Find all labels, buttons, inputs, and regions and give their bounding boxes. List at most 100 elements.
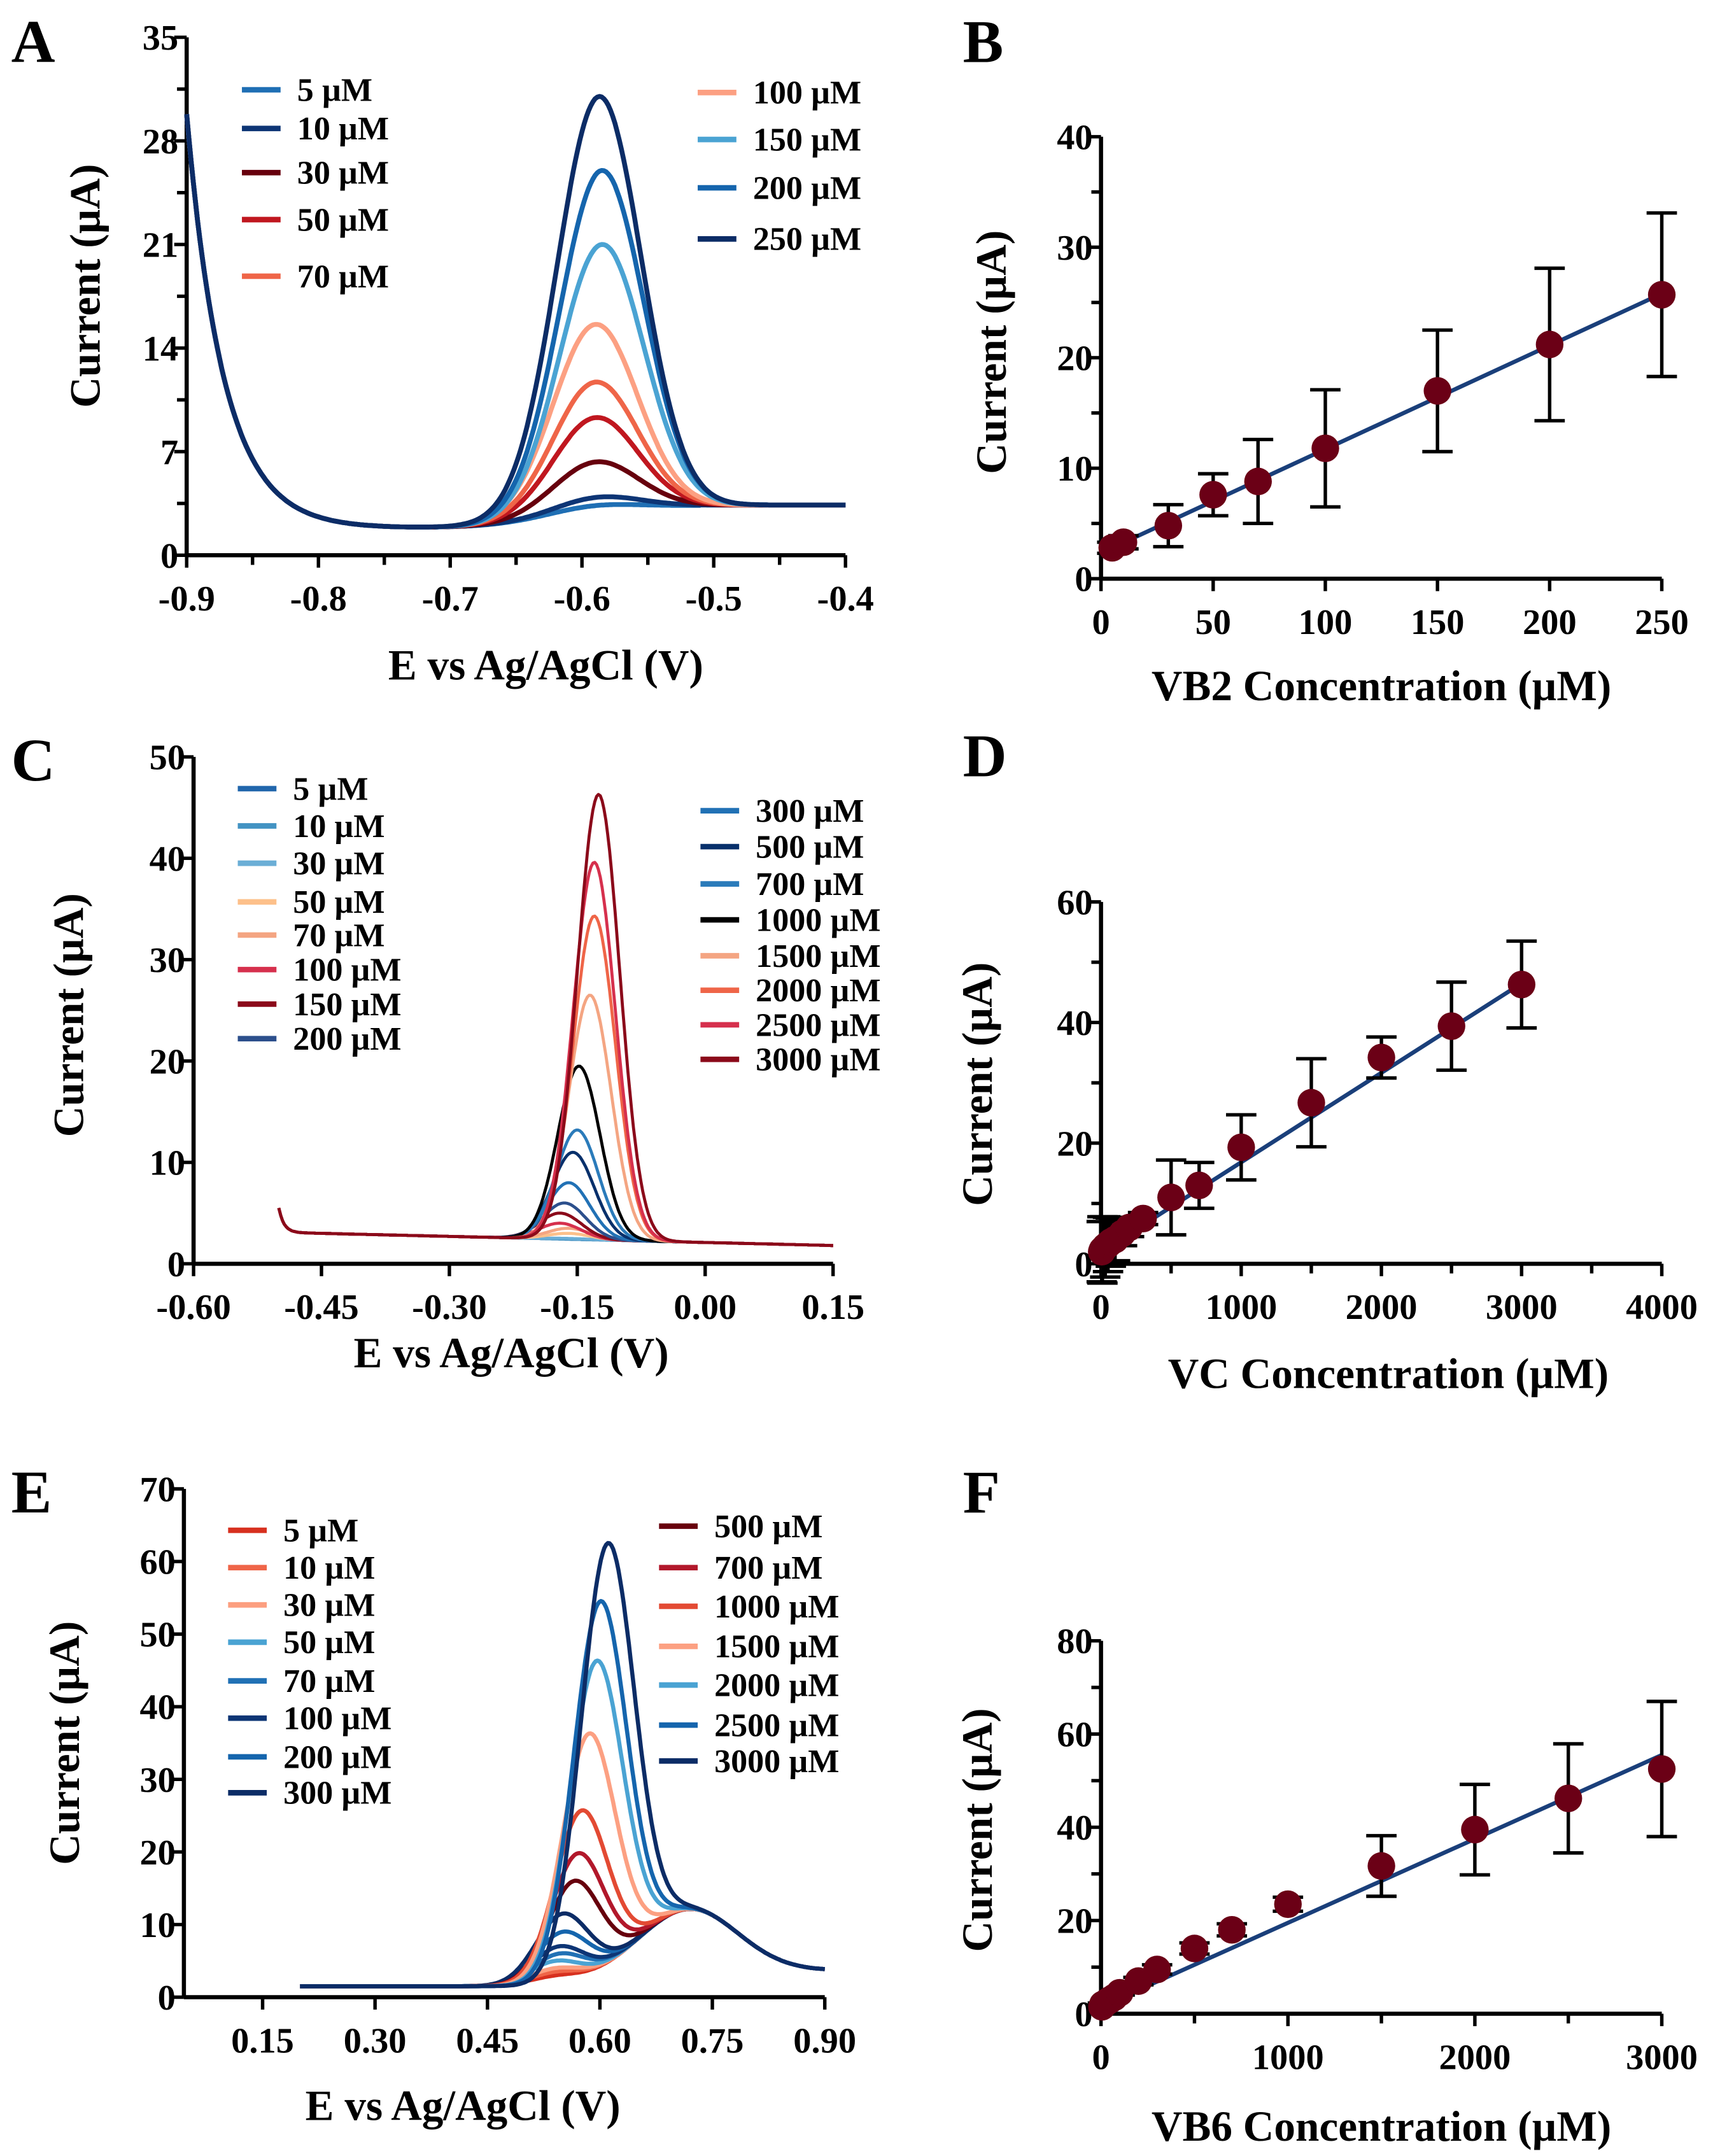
x-tick-label: 0.30 xyxy=(344,2021,407,2061)
x-tick-label: 3000 xyxy=(1486,1288,1558,1327)
x-tick-label: 0.75 xyxy=(681,2021,744,2061)
legend-label: 50 µM xyxy=(293,884,384,920)
x-tick-label: -0.4 xyxy=(817,579,874,619)
data-point xyxy=(1367,1043,1395,1071)
series-line xyxy=(277,793,833,1248)
x-tick-label: 4000 xyxy=(1626,1288,1698,1327)
legend-label: 70 µM xyxy=(297,258,389,295)
y-tick-label: 10 xyxy=(1057,449,1092,489)
legend-label: 30 µM xyxy=(283,1588,375,1624)
data-point xyxy=(1244,467,1272,496)
legend-label: 1500 µM xyxy=(756,938,880,975)
x-axis-label: VB2 Concentration (µM) xyxy=(1152,662,1611,710)
y-tick-label: 30 xyxy=(150,941,185,980)
y-tick-label: 20 xyxy=(150,1042,185,1082)
panel-E: E 0.15 0.30 0.45 0.60 0.75 0.90 0 10 20 30 40 50 60 70… xyxy=(11,1458,856,2130)
data-point xyxy=(1110,528,1138,556)
x-tick-label: 1000 xyxy=(1252,2038,1324,2077)
x-tick-label: -0.30 xyxy=(412,1288,487,1327)
x-tick-label: -0.60 xyxy=(156,1288,230,1327)
x-tick-label: 0.45 xyxy=(456,2021,519,2061)
x-tick-label: 250 xyxy=(1635,603,1689,642)
x-tick-label: -0.5 xyxy=(686,579,742,619)
y-tick-label: 10 xyxy=(139,1906,175,1945)
y-tick-label: 14 xyxy=(143,329,178,369)
y-tick-label: 50 xyxy=(139,1616,175,1655)
legend-label: 200 µM xyxy=(293,1021,401,1057)
series-line xyxy=(299,1540,826,1989)
x-tick-label: -0.7 xyxy=(422,579,479,619)
y-tick-label: 28 xyxy=(143,122,178,162)
y-tick-label: 20 xyxy=(1057,339,1092,378)
legend-label: 300 µM xyxy=(756,793,864,829)
y-tick-label: 0 xyxy=(158,1978,176,2018)
data-point xyxy=(1423,377,1451,405)
data-point xyxy=(1311,434,1339,463)
x-axis-label: E vs Ag/AgCl (V) xyxy=(306,2082,621,2130)
legend-label: 70 µM xyxy=(283,1663,375,1700)
data-point xyxy=(1297,1089,1325,1117)
y-tick-label: 30 xyxy=(139,1761,175,1800)
y-tick-label: 30 xyxy=(1057,229,1092,268)
x-tick-label: -0.8 xyxy=(290,579,347,619)
y-tick-label: 40 xyxy=(1057,1004,1092,1043)
legend-label: 30 µM xyxy=(297,155,389,192)
y-tick-label: 40 xyxy=(139,1688,175,1728)
x-tick-label: 0.00 xyxy=(673,1288,737,1327)
x-tick-label: 0 xyxy=(1092,2038,1110,2077)
legend-label: 3000 µM xyxy=(714,1744,839,1780)
data-point xyxy=(1647,281,1676,309)
x-tick-label: -0.9 xyxy=(159,579,215,619)
x-axis-label: VB6 Concentration (µM) xyxy=(1152,2103,1611,2150)
legend-label: 100 µM xyxy=(753,75,861,111)
x-tick-label: 50 xyxy=(1195,603,1231,642)
panel-letter: A xyxy=(11,8,55,76)
y-tick-label: 0 xyxy=(167,1245,185,1285)
data-point xyxy=(1227,1133,1255,1162)
y-axis-label: Current (µA) xyxy=(41,1621,88,1865)
legend-label: 50 µM xyxy=(297,202,389,238)
y-tick-label: 60 xyxy=(1057,883,1092,922)
legend-label: 2000 µM xyxy=(756,973,880,1009)
x-axis-label: E vs Ag/AgCl (V) xyxy=(354,1329,669,1377)
data-point xyxy=(1129,1204,1157,1232)
legend-label: 2000 µM xyxy=(714,1667,839,1703)
legend-label: 10 µM xyxy=(293,808,384,845)
x-tick-label: -0.45 xyxy=(284,1288,359,1327)
series-line xyxy=(184,94,846,530)
y-tick-label: 10 xyxy=(150,1144,185,1183)
data-point xyxy=(1274,1890,1302,1919)
panel-C: C -0.60 -0.45 -0.30 -0.15 0.00 0.15 0 10 20 30 40 50… xyxy=(11,726,881,1377)
y-tick-label: 80 xyxy=(1057,1622,1092,1661)
data-point xyxy=(1554,1784,1583,1812)
panel-letter: E xyxy=(11,1458,52,1526)
x-tick-label: 0.15 xyxy=(801,1288,864,1327)
panel-letter: B xyxy=(963,8,1004,76)
legend-label: 10 µM xyxy=(283,1550,375,1586)
x-tick-label: 2000 xyxy=(1346,1288,1418,1327)
legend-label: 1000 µM xyxy=(714,1589,839,1625)
y-tick-label: 35 xyxy=(143,18,178,58)
legend-label: 100 µM xyxy=(293,952,401,989)
x-tick-label: 0 xyxy=(1092,603,1110,642)
x-tick-label: 0.90 xyxy=(793,2021,856,2061)
data-point xyxy=(1185,1171,1213,1199)
data-point xyxy=(1154,512,1183,540)
legend-label: 70 µM xyxy=(293,917,384,954)
legend-label: 250 µM xyxy=(753,222,861,258)
x-tick-label: 0.60 xyxy=(568,2021,631,2061)
legend-label: 3000 µM xyxy=(756,1042,880,1078)
legend-label: 2500 µM xyxy=(756,1007,880,1043)
legend-label: 700 µM xyxy=(756,866,864,903)
x-tick-label: 3000 xyxy=(1626,2038,1698,2077)
x-axis-label: E vs Ag/AgCl (V) xyxy=(388,642,703,689)
y-tick-label: 20 xyxy=(1057,1124,1092,1164)
y-tick-label: 60 xyxy=(1057,1716,1092,1755)
data-point xyxy=(1143,1955,1171,1983)
legend-label: 100 µM xyxy=(283,1701,391,1737)
legend-label: 50 µM xyxy=(283,1624,375,1661)
x-tick-label: 2000 xyxy=(1439,2038,1511,2077)
